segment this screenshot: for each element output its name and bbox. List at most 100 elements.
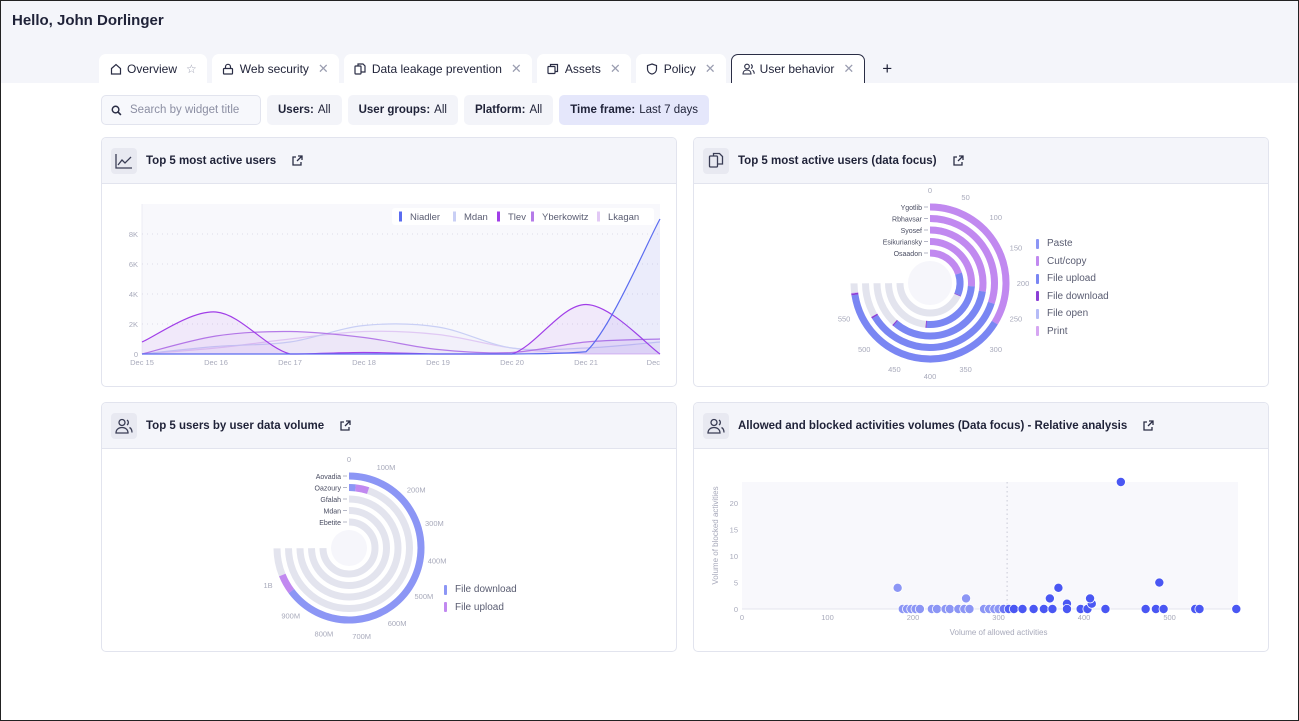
tab-label: Assets <box>564 61 601 76</box>
legend-label: Lkagan <box>608 212 639 223</box>
tab-overview[interactable]: Overview ☆ <box>99 54 207 83</box>
scatter-point <box>1194 603 1205 614</box>
series-line-yberkowitz <box>141 330 661 355</box>
external-link-icon[interactable] <box>952 154 964 167</box>
scatter-point <box>1038 603 1049 614</box>
angular-tick-label: 100M <box>377 463 396 472</box>
x-tick-label: Dec 21 <box>574 358 598 367</box>
copy-docs-icon <box>703 147 729 174</box>
close-icon[interactable]: ✕ <box>609 60 621 76</box>
external-link-icon[interactable] <box>1142 419 1154 432</box>
add-tab-button[interactable]: + <box>882 58 893 78</box>
ring-segment-cut-copy <box>929 226 987 292</box>
scatter-point <box>964 603 975 614</box>
home-icon <box>109 62 122 75</box>
legend-label: Niadler <box>410 212 440 223</box>
series-area-tlev <box>142 304 660 354</box>
close-icon[interactable]: ✕ <box>843 61 855 76</box>
legend-item[interactable]: File upload <box>444 599 517 617</box>
tab-user-behavior[interactable]: User behavior ✕ <box>730 54 866 83</box>
tab-label: User behavior <box>759 62 835 76</box>
users-icon <box>111 412 137 439</box>
widget-body: 0 50 100 150 200 250 300 350 400 450 500 550 Ygotlib… <box>694 184 1268 386</box>
x-tick-label: 0 <box>740 613 744 622</box>
legend-item[interactable]: File upload <box>1036 270 1109 288</box>
legend-swatch <box>444 584 447 595</box>
category-label: Osaadon <box>894 251 923 258</box>
filter-key: Platform: <box>474 104 526 116</box>
y-tick-label: 4K <box>129 290 138 299</box>
tab-policy[interactable]: Policy ✕ <box>635 54 726 83</box>
legend-swatch <box>399 211 402 222</box>
external-link-icon[interactable] <box>291 154 303 167</box>
scatter-point <box>1008 603 1019 614</box>
angular-tick-label: 800M <box>315 629 334 638</box>
ring-segment-file-upload <box>926 285 975 328</box>
ring-track <box>285 484 413 612</box>
close-icon[interactable]: ✕ <box>704 60 716 76</box>
series-line-lkagan <box>141 330 660 355</box>
angular-tick-label: 0 <box>347 455 351 464</box>
pin-icon[interactable]: ☆ <box>186 61 197 76</box>
tab-web-security[interactable]: Web security ✕ <box>211 54 339 83</box>
angular-tick-label: 200 <box>1017 279 1030 288</box>
legend-swatch <box>1036 308 1039 319</box>
search-input[interactable]: Search by widget title <box>101 95 261 125</box>
ring-segment-file-download <box>288 472 425 624</box>
ring-track <box>308 507 390 589</box>
series-area-lkagan <box>142 331 660 354</box>
legend-label: Mdan <box>464 212 488 223</box>
legend-item[interactable]: Paste <box>1036 235 1109 253</box>
widget-top-users-data-volume: Top 5 users by user data volume 0 100M 200… <box>101 402 677 652</box>
scatter-point <box>914 603 925 614</box>
legend-item[interactable]: File download <box>444 581 517 599</box>
ring-segment-file-download <box>871 313 878 319</box>
x-tick-label: Dec 19 <box>426 358 450 367</box>
radial-center <box>908 261 952 305</box>
filter-user-groups[interactable]: User groups: All <box>347 95 458 125</box>
filter-users[interactable]: Users: All <box>267 95 342 125</box>
legend-swatch <box>1036 256 1039 267</box>
tab-assets[interactable]: Assets ✕ <box>536 54 631 83</box>
y-tick-label: 8K <box>129 230 138 239</box>
close-icon[interactable]: ✕ <box>317 60 329 76</box>
filter-platform[interactable]: Platform: All <box>463 95 554 125</box>
ring-segment-file-upload <box>954 272 964 296</box>
filter-value: All <box>317 104 331 116</box>
search-icon <box>111 105 122 115</box>
legend-label: File download <box>1047 290 1109 302</box>
tab-label: Policy <box>663 61 696 76</box>
legend-item[interactable]: Print <box>1036 323 1109 341</box>
ring-track <box>296 495 402 601</box>
close-icon[interactable]: ✕ <box>510 60 522 76</box>
external-link-icon[interactable] <box>339 419 351 432</box>
legend-label: Cut/copy <box>1047 255 1087 267</box>
y-tick-label: 0 <box>734 605 738 614</box>
users-icon <box>742 63 755 76</box>
scatter-point <box>1053 582 1064 593</box>
y-tick-label: 20 <box>730 499 738 508</box>
filter-value: All <box>529 104 543 116</box>
x-tick-label: 500 <box>1163 613 1176 622</box>
legend-item[interactable]: Cut/copy <box>1036 253 1109 271</box>
filter-time-frame[interactable]: Time frame: Last 7 days <box>559 95 710 125</box>
legend-label: File upload <box>455 601 504 613</box>
widget-header: Top 5 users by user data volume <box>102 403 676 449</box>
line-chart: 0 2K 4K 6K 8K Dec 15 Dec 16 Dec 17 Dec 18 Dec 19 D… <box>129 204 661 367</box>
legend-item[interactable]: File open <box>1036 305 1109 323</box>
legend-label: Paste <box>1047 238 1073 250</box>
legend-item[interactable]: File download <box>1036 288 1109 306</box>
y-axis-title: Volume of blocked activities <box>711 486 720 584</box>
widget-title: Top 5 most active users (data focus) <box>738 154 937 167</box>
angular-tick-label: 150 <box>1010 243 1023 252</box>
legend-label: File download <box>455 584 517 596</box>
widget-title: Allowed and blocked activities volumes (… <box>738 419 1128 432</box>
ring-segment-file-download <box>892 319 898 326</box>
tab-data-leakage-prevention[interactable]: Data leakage prevention ✕ <box>343 54 532 83</box>
chart-legend: Paste Cut/copy File upload File download Fil… <box>1036 235 1109 340</box>
series-line-tlev <box>141 303 661 355</box>
legend-swatch <box>1036 326 1039 337</box>
y-tick-label: 15 <box>730 526 738 535</box>
angular-tick-label: 500 <box>858 345 871 354</box>
scatter-point <box>1044 593 1055 604</box>
